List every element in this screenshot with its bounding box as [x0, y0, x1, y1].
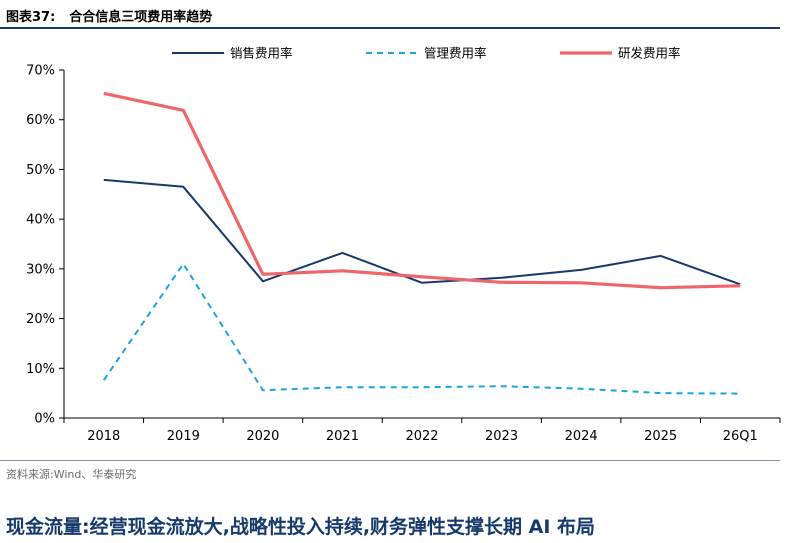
- figure-label: 图表37:: [6, 10, 56, 25]
- x-tick-label: 2021: [326, 429, 359, 444]
- legend-label: 研发费用率: [618, 46, 681, 61]
- y-tick-label: 40%: [26, 213, 55, 228]
- x-tick-label: 2019: [167, 429, 200, 444]
- x-tick-label: 26Q1: [723, 429, 758, 444]
- source-rule: [0, 460, 780, 461]
- chart-legend: 销售费用率 管理费用率 研发费用率: [172, 46, 681, 61]
- x-tick-label: 2025: [644, 429, 677, 444]
- title-rule: [0, 27, 780, 29]
- chart-lines: [102, 91, 741, 395]
- x-tick-label: 2022: [405, 429, 438, 444]
- source-note: 资料来源:Wind、华泰研究: [6, 468, 137, 481]
- x-tick-label: 2023: [485, 429, 518, 444]
- chart-axes: 0% 10% 20% 30% 40% 50% 60% 70% 2018 2019 2020 2021 2…: [26, 64, 781, 444]
- y-tick-label: 60%: [26, 113, 55, 128]
- legend-label: 管理费用率: [424, 46, 487, 61]
- legend-label: 销售费用率: [230, 46, 293, 61]
- y-tick-label: 30%: [26, 262, 55, 277]
- y-tick-label: 20%: [26, 312, 55, 327]
- line-chart: 0% 10% 20% 30% 40% 50% 60% 70% 2018 2019 2020 2021 2…: [26, 46, 781, 444]
- series-line-1: [102, 262, 741, 395]
- y-tick-label: 0%: [34, 412, 55, 427]
- x-tick-label: 2018: [87, 429, 120, 444]
- figure-title-text: 合合信息三项费用率趋势: [69, 10, 213, 25]
- figure-title: 图表37: 合合信息三项费用率趋势: [6, 6, 212, 25]
- x-tick-label: 2024: [565, 429, 598, 444]
- series-line-0: [103, 178, 741, 286]
- x-tick-label: 2020: [246, 429, 279, 444]
- y-tick-label: 10%: [26, 362, 55, 377]
- section-headline: 现金流量:经营现金流放大,战略性投入持续,财务弹性支撑长期 AI 布局: [6, 516, 596, 538]
- y-tick-label: 50%: [26, 163, 55, 178]
- series-line-2: [103, 91, 741, 290]
- y-tick-label: 70%: [26, 64, 55, 79]
